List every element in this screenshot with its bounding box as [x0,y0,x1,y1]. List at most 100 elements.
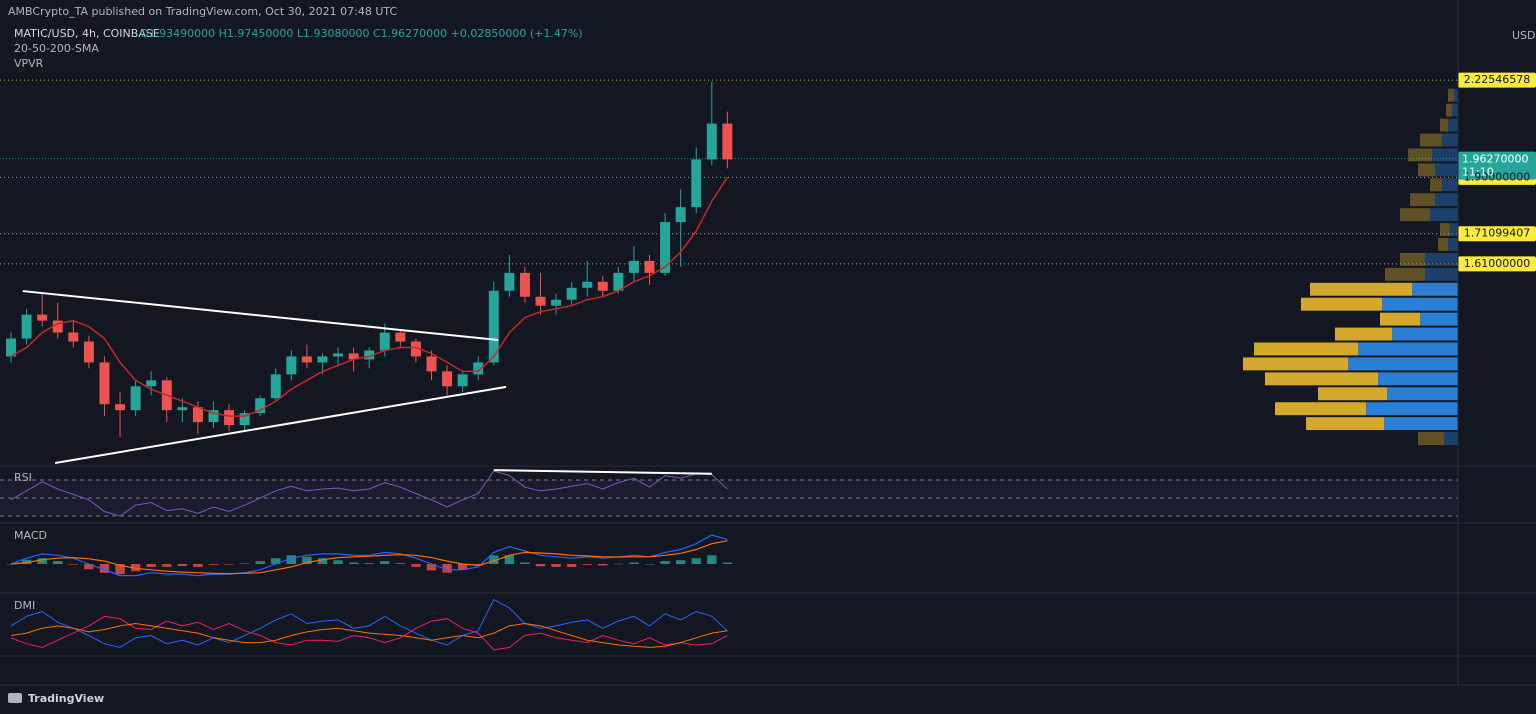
histogram-bar [707,555,717,564]
indicator-line [10,622,728,648]
last-price-tag [1458,151,1536,180]
candle-body [255,398,266,414]
histogram-bar [473,564,483,566]
histogram-bar [566,564,577,567]
histogram-bar [130,564,141,572]
indicator-line [10,534,728,577]
profile-bar [1385,267,1425,281]
candle-body [722,123,733,160]
candle-body [348,353,359,360]
profile-bar [1410,193,1435,207]
histogram-bar [722,562,733,564]
histogram-bar [239,563,250,564]
histogram-bar [411,564,421,567]
profile-bar [1448,118,1458,132]
candle-body [317,356,328,363]
profile-bar [1440,223,1450,237]
histogram-bar [629,562,639,564]
candle-body [457,374,468,387]
level-label: 1.71099407 [1464,227,1530,240]
histogram-bar [68,564,78,565]
candle-body [21,314,32,339]
profile-bar [1400,252,1425,266]
histogram-bar [162,564,172,567]
histogram-bar [193,564,203,567]
profile-bar [1348,357,1458,371]
candle-body [177,407,188,411]
profile-bar [1446,103,1452,117]
profile-bar [1358,342,1458,356]
trendline [493,469,712,475]
candle-body [301,356,312,363]
candle-body [613,272,624,291]
study-label: 20-50-200-SMA [14,42,99,55]
histogram-bar [317,558,328,564]
candle-body [83,341,94,363]
level-label: 1.61000000 [1464,257,1530,270]
candle-body [115,404,126,411]
candle-body [99,362,110,405]
candle-body [6,338,17,357]
candle-body [410,341,421,357]
candle-body [488,290,499,363]
profile-bar [1418,432,1444,445]
histogram-bar [208,564,219,565]
profile-bar [1306,417,1384,431]
candle-body [519,272,530,297]
text-layer: AMBCrypto_TA published on TradingView.co… [8,5,1536,705]
ohlc: O1.93490000 H1.97450000 L1.93080000 C1.9… [140,27,583,40]
indicator-line [10,540,728,575]
profile-bar [1440,118,1448,132]
candle-body [442,371,453,387]
histogram-bar [582,564,592,565]
histogram-bar [395,563,406,564]
candle-body [473,362,484,375]
histogram-bar [380,561,390,564]
candle-body [535,296,546,306]
level-tag [1458,72,1536,88]
level-tag [1458,226,1536,242]
mark-layer [0,72,1536,651]
countdown: 11:10 [1462,166,1494,179]
trendline [54,385,507,465]
profile-bar [1400,208,1430,222]
profile-bar [1412,282,1458,296]
profile-bar [1448,238,1458,251]
candle-body [551,299,562,306]
indicator-line [10,598,728,648]
profile-bar [1418,163,1435,177]
profile-bar [1420,312,1458,326]
histogram-bar [551,564,561,567]
histogram-bar [255,561,265,564]
profile-bar [1275,402,1366,416]
profile-bar [1442,133,1458,147]
histogram-bar [504,555,515,564]
histogram-bar [302,556,312,564]
trendline [22,290,499,342]
profile-bar [1392,327,1458,341]
candle-body [582,281,593,288]
histogram-bar [598,564,608,566]
logo [8,693,22,703]
profile-bar [1425,267,1458,281]
symbol: MATIC/USD, 4h, COINBASE [14,27,160,40]
candle-body [68,332,79,342]
profile-bar [1420,133,1442,147]
candle-body [286,356,297,375]
last-price-label: 1.96270000 [1462,153,1528,166]
histogram-bar [660,561,670,564]
candle-body [691,159,702,208]
profile-bar [1384,417,1458,431]
histogram-bar [457,564,468,570]
profile-bar [1382,297,1458,311]
histogram-bar [271,558,281,564]
candle-body [706,123,717,160]
histogram-bar [115,564,125,575]
pane-title: MACD [14,529,47,542]
candle-body [660,222,671,273]
profile-bar [1301,297,1382,311]
indicator-line [10,470,728,517]
candle-body [333,353,344,357]
